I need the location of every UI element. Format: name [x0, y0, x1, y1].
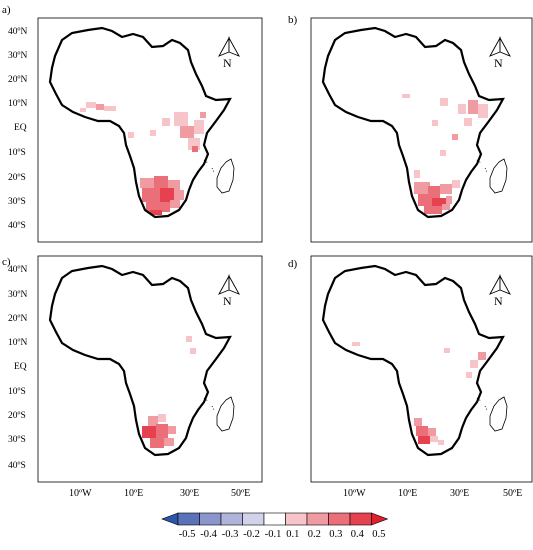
lat-label: EQ	[14, 362, 27, 372]
colorbar-segment	[306, 512, 329, 526]
lon-label: 30ºE	[450, 488, 470, 499]
colorbar-segment	[328, 512, 351, 526]
anomaly-cells-d	[352, 342, 486, 445]
colorbar-tick-label: 0.1	[286, 529, 300, 540]
lat-label: 10ºN	[8, 99, 28, 109]
colorbar-tick-label: 0.4	[350, 529, 364, 540]
lat-label: EQ	[14, 123, 27, 133]
north-arrow-label: N	[223, 294, 232, 308]
lat-label: 30ºS	[8, 197, 26, 207]
anomaly-cells-b	[402, 94, 488, 214]
colorbar-segment	[220, 512, 243, 526]
colorbar-extend-low	[161, 512, 179, 526]
north-arrow-label: N	[223, 56, 232, 70]
colorbar-segment	[349, 512, 372, 526]
colorbar-tick-label: -0.5	[178, 529, 196, 540]
lat-label: 30ºS	[8, 435, 26, 445]
panel-b	[310, 17, 533, 243]
lat-label: 30ºN	[8, 51, 28, 61]
lat-label: 10ºN	[8, 338, 28, 348]
panel-label-d: d)	[288, 258, 298, 270]
lon-label: 10ºE	[398, 488, 418, 499]
lat-label: 20ºN	[8, 314, 28, 324]
lat-label: 20ºS	[8, 411, 26, 421]
colorbar-segment	[199, 512, 222, 526]
lat-label: 20ºS	[8, 173, 26, 183]
lat-label: 40ºN	[8, 27, 28, 37]
lon-label: 10ºE	[124, 488, 144, 499]
anomaly-cells-c	[142, 336, 196, 448]
panel-label-c: c)	[2, 256, 11, 268]
lat-label: 10ºS	[8, 148, 26, 158]
colorbar-extend-high	[371, 512, 389, 526]
lon-label: 10ºW	[343, 488, 366, 499]
panel-d	[310, 255, 533, 483]
panel-label-b: b)	[288, 14, 298, 26]
lat-label: 10ºS	[8, 387, 26, 397]
lon-label: 50ºE	[503, 488, 523, 499]
lat-label: 40ºS	[8, 221, 26, 231]
lon-label: 30ºE	[180, 488, 200, 499]
lon-label: 50ºE	[231, 488, 251, 499]
anomaly-cells-a	[80, 102, 206, 215]
colorbar-segment	[263, 512, 286, 526]
colorbar-tick-label: -0.4	[200, 529, 217, 540]
colorbar-tick-label: -0.2	[243, 529, 260, 540]
panel-c	[37, 255, 263, 483]
colorbar-segment	[242, 512, 265, 526]
lat-label: 30ºN	[8, 290, 28, 300]
colorbar-tick-label: -0.3	[221, 529, 239, 540]
lon-label: 10ºW	[69, 488, 92, 499]
lat-label: 40ºN	[8, 265, 28, 275]
colorbar-segment	[177, 512, 200, 526]
north-arrow-label: N	[494, 294, 503, 308]
colorbar-tick-label: 0.3	[329, 529, 343, 540]
colorbar-tick-label: 0.2	[307, 529, 321, 540]
panel-label-a: a)	[2, 4, 11, 16]
colorbar-tick-label: 0.5	[372, 529, 386, 540]
colorbar-tick-label: -0.1	[264, 529, 282, 540]
lat-label: 20ºN	[8, 75, 28, 85]
colorbar	[161, 512, 389, 526]
north-arrow-label: N	[494, 56, 503, 70]
panel-a	[37, 17, 263, 243]
colorbar-segment	[285, 512, 308, 526]
lat-label: 40ºS	[8, 461, 26, 471]
